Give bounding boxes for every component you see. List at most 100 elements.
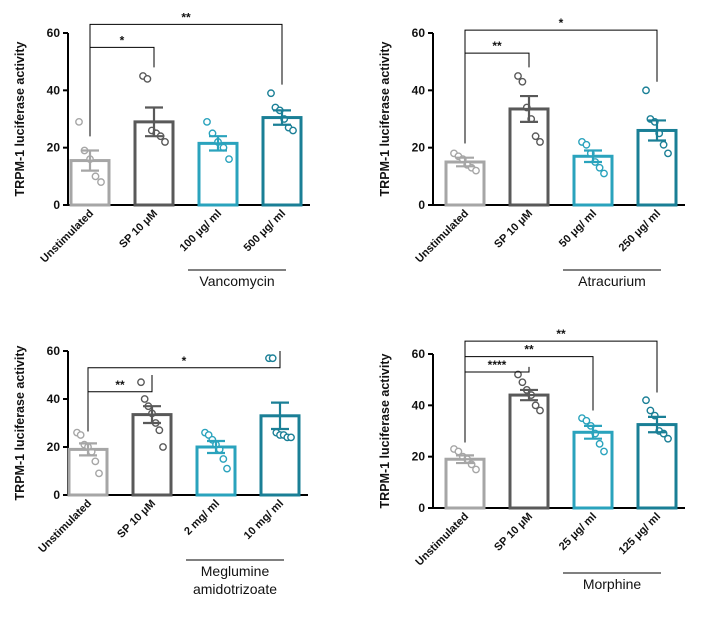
y-tick-label: 20 xyxy=(47,440,61,454)
data-point xyxy=(600,447,608,456)
data-point xyxy=(518,77,527,86)
data-point xyxy=(287,433,295,442)
panel-meglumine: 0 20 40 60 TRPM-1 luciferase activity Unstimu… xyxy=(0,318,340,640)
chart-meglumine-amidotrizoate: 0 20 40 60 TRPM-1 luciferase activity Unstimu… xyxy=(13,344,308,597)
data-point xyxy=(143,74,152,83)
data-point xyxy=(140,395,149,403)
category-label: 100 μg/ ml xyxy=(178,208,225,255)
y-tick-label: 40 xyxy=(47,83,61,97)
significance-label: ** xyxy=(556,327,566,341)
data-point xyxy=(76,431,85,439)
significance-label: * xyxy=(559,16,564,30)
category-label: 50 μg/ ml xyxy=(557,208,599,250)
y-axis-label: TRPM-1 luciferase activity xyxy=(378,353,392,508)
data-point xyxy=(91,172,100,181)
data-point xyxy=(91,457,100,466)
data-point xyxy=(600,169,608,178)
data-point xyxy=(161,138,169,146)
data-point xyxy=(289,126,297,135)
category-label: SP 10 μM xyxy=(492,208,535,251)
category-label: Unstimulated xyxy=(413,511,471,569)
data-point xyxy=(531,401,540,410)
data-point xyxy=(536,138,544,146)
panel-morphine: 0 20 40 60 TRPM-1 luciferase activity Unstimu… xyxy=(365,318,705,640)
data-point xyxy=(223,464,231,473)
data-point xyxy=(595,439,604,448)
y-tick-label: 20 xyxy=(412,141,426,155)
data-point xyxy=(664,434,672,443)
y-tick-label: 0 xyxy=(53,198,60,212)
significance-label: ** xyxy=(115,378,125,392)
data-point xyxy=(536,406,544,415)
category-label: Unstimulated xyxy=(36,498,94,556)
bar xyxy=(197,141,239,207)
group-label: Meglumine xyxy=(201,563,270,579)
category-label: SP 10 μM xyxy=(117,208,160,251)
data-point xyxy=(659,140,668,149)
y-axis-label: TRPM-1 luciferase activity xyxy=(13,345,27,500)
data-point xyxy=(219,455,228,463)
category-label: 10 mg/ ml xyxy=(242,498,286,542)
data-point xyxy=(514,72,522,80)
y-tick-label: 60 xyxy=(47,344,61,358)
y-axis-label: TRPM-1 luciferase activity xyxy=(378,41,392,196)
category-label: 500 μg/ ml xyxy=(242,208,289,255)
data-point xyxy=(582,140,591,149)
data-point xyxy=(75,117,83,126)
bar xyxy=(636,128,678,207)
data-point xyxy=(267,89,275,98)
data-point xyxy=(514,370,522,379)
y-tick-label: 60 xyxy=(412,26,426,40)
data-point xyxy=(582,416,591,425)
significance-bracket xyxy=(464,52,530,144)
significance-label: * xyxy=(182,354,187,368)
data-point xyxy=(472,465,480,474)
y-tick-label: 60 xyxy=(412,347,426,361)
data-point xyxy=(95,469,103,478)
data-point xyxy=(159,443,167,451)
category-label: 2 mg/ ml xyxy=(182,498,222,538)
significance-bracket xyxy=(464,366,530,443)
data-point xyxy=(642,86,650,95)
chart-vancomycin: 0 20 40 60 TRPM-1 luciferase activity Unstimu… xyxy=(13,10,310,289)
category-label: SP 10 μM xyxy=(492,511,535,554)
y-tick-label: 40 xyxy=(412,398,426,412)
data-point xyxy=(268,354,277,363)
data-point xyxy=(664,149,672,158)
data-point xyxy=(518,378,527,387)
data-point xyxy=(203,117,211,126)
group-label: Atracurium xyxy=(578,273,646,289)
bar xyxy=(508,107,550,207)
category-label: 250 μg/ ml xyxy=(617,208,664,255)
category-label: 125 μg/ ml xyxy=(617,511,664,558)
bar xyxy=(131,413,173,497)
significance-label: **** xyxy=(488,358,507,372)
data-point xyxy=(225,155,233,164)
bar xyxy=(572,430,614,510)
data-point xyxy=(472,166,480,175)
category-label: 25 μg/ ml xyxy=(557,511,599,553)
data-point xyxy=(595,163,604,172)
data-point xyxy=(155,426,164,435)
significance-bracket xyxy=(464,340,658,443)
significance-label: ** xyxy=(492,39,502,53)
data-point xyxy=(642,396,650,405)
data-point xyxy=(137,378,145,387)
y-tick-label: 0 xyxy=(418,501,425,515)
chart-morphine: 0 20 40 60 TRPM-1 luciferase activity Unstimu… xyxy=(378,327,685,592)
group-label: amidotrizoate xyxy=(193,581,277,597)
y-tick-label: 40 xyxy=(47,392,61,406)
data-point xyxy=(646,406,655,415)
category-label: Unstimulated xyxy=(413,208,471,266)
panel-atracurium: 0 20 40 60 TRPM-1 luciferase activity Unstimu… xyxy=(365,0,705,305)
chart-atracurium: 0 20 40 60 TRPM-1 luciferase activity Unstimu… xyxy=(378,16,685,289)
y-tick-label: 0 xyxy=(53,488,60,502)
significance-label: ** xyxy=(524,343,534,357)
group-label: Vancomycin xyxy=(199,273,274,289)
significance-bracket xyxy=(87,351,281,432)
significance-bracket xyxy=(89,23,283,137)
y-tick-label: 0 xyxy=(418,198,425,212)
group-label: Morphine xyxy=(583,576,642,592)
data-point xyxy=(531,132,540,141)
data-point xyxy=(97,178,105,186)
